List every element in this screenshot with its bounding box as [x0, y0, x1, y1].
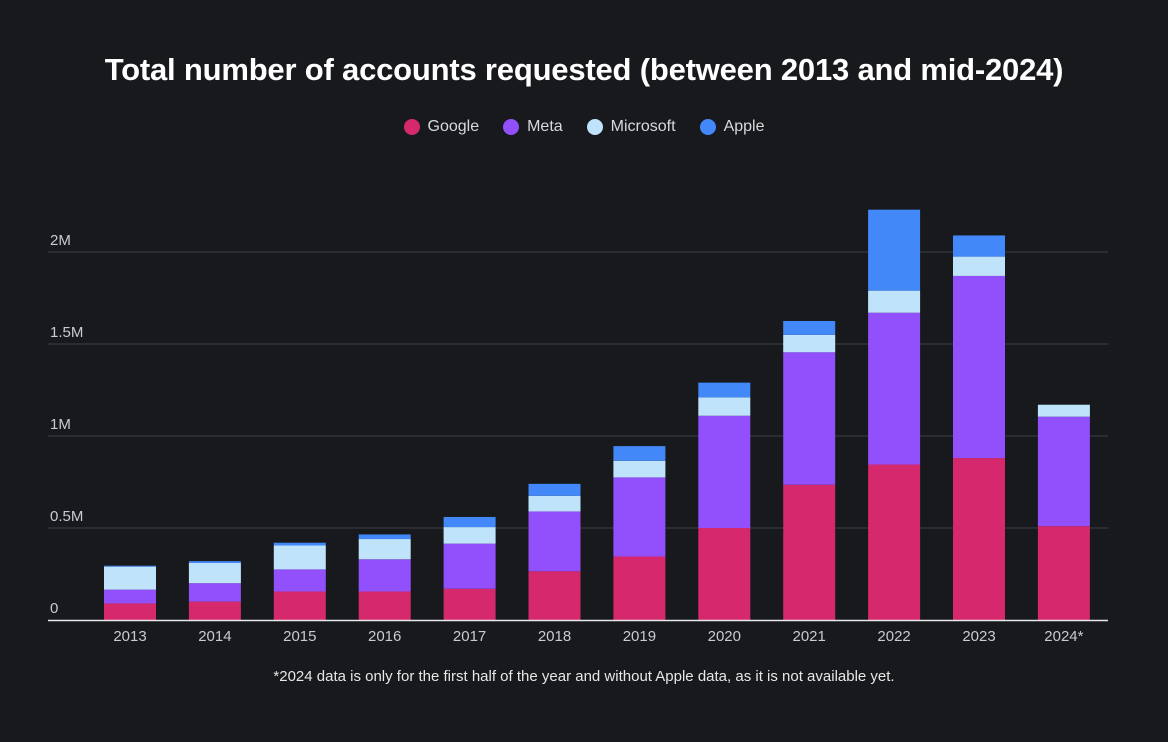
bar-google-2014 [188, 601, 241, 620]
legend-label-apple: Apple [723, 118, 765, 135]
legend-label-meta: Meta [527, 118, 563, 135]
bar-apple-2015 [273, 542, 326, 546]
legend-swatch-meta [503, 119, 520, 135]
bar-microsoft-2015 [273, 545, 326, 570]
x-tick-label: 2015 [283, 628, 316, 645]
bar-meta-2015 [273, 569, 326, 592]
bar-microsoft-2018 [528, 495, 581, 512]
bar-meta-2022 [868, 312, 921, 465]
bar-meta-2024 [1037, 416, 1090, 527]
bar-microsoft-2020 [698, 397, 751, 416]
bar-microsoft-2013 [104, 566, 156, 590]
bar-meta-2013 [104, 589, 156, 604]
bar-microsoft-2019 [613, 460, 666, 478]
bar-meta-2019 [613, 477, 666, 557]
y-tick-label: 1M [50, 416, 71, 433]
bar-google-2017 [443, 588, 496, 620]
legend-swatch-apple [699, 119, 716, 135]
bar-google-2023 [953, 458, 1005, 620]
bar-microsoft-2021 [783, 334, 836, 353]
x-tick-label: 2022 [877, 628, 910, 645]
legend: Google Meta Microsoft Apple [0, 118, 1168, 136]
bar-microsoft-2024 [1037, 404, 1090, 417]
bar-microsoft-2016 [358, 539, 411, 560]
x-tick-label: 2014 [198, 628, 231, 645]
bar-apple-2021 [783, 321, 836, 335]
bar-google-2016 [358, 591, 411, 620]
bar-microsoft-2023 [953, 256, 1005, 276]
x-tick-label: 2019 [623, 628, 656, 645]
bar-apple-2023 [953, 235, 1005, 257]
legend-label-microsoft: Microsoft [610, 118, 676, 135]
legend-item-microsoft: Microsoft [586, 118, 676, 136]
x-tick-label: 2016 [368, 628, 401, 645]
bar-google-2020 [698, 528, 751, 620]
bar-meta-2018 [528, 511, 581, 572]
y-tick-label: 0 [50, 600, 58, 617]
bar-meta-2017 [443, 543, 496, 589]
chart-title: Total number of accounts requested (betw… [104, 52, 1064, 87]
bar-google-2022 [868, 464, 921, 620]
bar-meta-2014 [188, 583, 241, 602]
bar-meta-2020 [698, 415, 751, 528]
bar-apple-2017 [443, 516, 496, 528]
legend-item-apple: Apple [699, 118, 765, 136]
x-tick-label: 2024* [1044, 628, 1083, 645]
bar-google-2019 [613, 556, 666, 620]
y-tick-label: 0.5M [50, 508, 83, 525]
bar-apple-2018 [528, 483, 581, 496]
x-tick-label: 2023 [962, 628, 995, 645]
bar-microsoft-2014 [188, 562, 241, 584]
bar-meta-2021 [783, 352, 836, 485]
bar-microsoft-2022 [868, 290, 921, 313]
bar-google-2013 [104, 603, 156, 620]
y-tick-label: 1.5M [50, 324, 83, 341]
x-tick-label: 2018 [538, 628, 571, 645]
bar-google-2015 [273, 591, 326, 620]
x-tick-label: 2021 [793, 628, 826, 645]
y-tick-label: 2M [50, 232, 71, 249]
footnote: *2024 data is only for the first half of… [273, 668, 895, 685]
bar-apple-2014 [188, 561, 241, 563]
bar-google-2018 [528, 571, 581, 620]
bar-apple-2013 [104, 565, 156, 567]
bar-apple-2019 [613, 446, 666, 461]
bar-google-2024 [1037, 526, 1090, 620]
legend-swatch-microsoft [586, 119, 603, 135]
bar-meta-2016 [358, 559, 411, 592]
legend-item-google: Google [403, 118, 480, 136]
legend-item-meta: Meta [503, 118, 563, 136]
bar-apple-2020 [698, 382, 751, 398]
bar-google-2021 [783, 484, 836, 620]
legend-label-google: Google [427, 118, 480, 135]
bar-microsoft-2017 [443, 527, 496, 544]
legend-swatch-google [403, 119, 420, 135]
bar-meta-2023 [953, 275, 1005, 459]
x-tick-label: 2020 [708, 628, 741, 645]
x-tick-label: 2013 [113, 628, 146, 645]
x-tick-label: 2017 [453, 628, 486, 645]
bar-apple-2016 [358, 534, 411, 540]
bar-apple-2022 [868, 209, 921, 291]
